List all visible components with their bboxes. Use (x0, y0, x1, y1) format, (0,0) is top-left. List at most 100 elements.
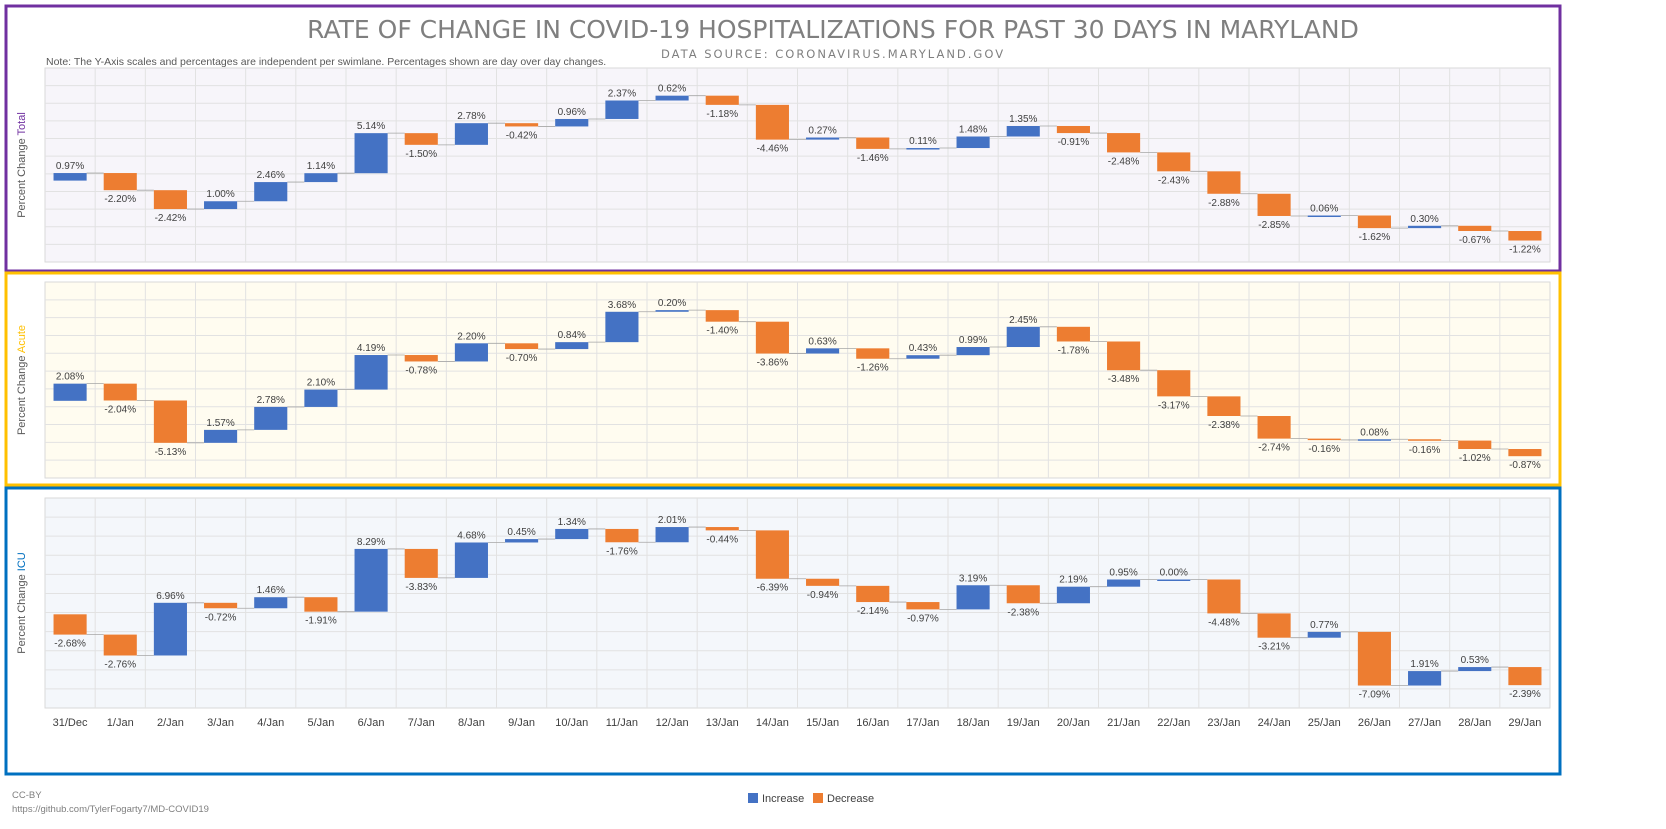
data-label: -0.87% (1509, 460, 1541, 471)
data-label: 0.00% (1160, 567, 1188, 578)
data-label: 0.62% (658, 84, 686, 95)
increase-bar (906, 148, 940, 150)
x-tick-label: 24/Jan (1258, 717, 1291, 729)
decrease-bar (856, 585, 890, 603)
data-label: -3.17% (1158, 400, 1190, 411)
decrease-bar (1157, 370, 1191, 397)
data-label: -1.18% (706, 109, 738, 120)
data-label: 0.53% (1461, 655, 1489, 666)
data-label: 1.34% (558, 517, 586, 528)
decrease-bar (1508, 449, 1542, 457)
decrease-bar (856, 137, 890, 149)
data-label: 0.20% (658, 298, 686, 309)
x-tick-label: 28/Jan (1458, 717, 1491, 729)
x-tick-label: 25/Jan (1308, 717, 1341, 729)
data-label: 0.45% (507, 527, 535, 538)
increase-bar (655, 95, 689, 101)
data-label: -3.86% (757, 358, 789, 369)
x-tick-label: 6/Jan (358, 717, 385, 729)
decrease-bar (1508, 667, 1542, 686)
decrease-bar (505, 123, 539, 127)
x-tick-label: 14/Jan (756, 717, 789, 729)
data-label: 2.01% (658, 515, 686, 526)
increase-bar (655, 527, 689, 543)
x-tick-label: 15/Jan (806, 717, 839, 729)
x-axis: 31/Dec 1/Jan 2/Jan 3/Jan 4/Jan 5/Jan 6/Jan 7/Ja… (53, 717, 1542, 729)
data-label: 0.95% (1109, 567, 1137, 578)
legend-increase-swatch (748, 793, 758, 803)
increase-bar (956, 347, 990, 356)
decrease-bar (1157, 152, 1191, 172)
data-label: -2.68% (54, 639, 86, 650)
decrease-bar (1207, 396, 1241, 417)
increase-bar (53, 383, 87, 401)
increase-bar (1307, 215, 1341, 218)
data-label: 0.84% (558, 330, 586, 341)
data-label: 2.08% (56, 372, 84, 383)
x-tick-label: 21/Jan (1107, 717, 1140, 729)
increase-bar (555, 118, 589, 127)
x-tick-label: 10/Jan (555, 717, 588, 729)
decrease-bar (103, 173, 137, 191)
data-label: 1.14% (307, 161, 335, 172)
x-tick-label: 8/Jan (458, 717, 485, 729)
increase-bar (454, 123, 488, 145)
increase-bar (204, 429, 238, 443)
data-label: -3.48% (1108, 374, 1140, 385)
increase-bar (1408, 225, 1442, 229)
data-label: -0.16% (1308, 444, 1340, 455)
swimlane-icu: Percent Change ICU -2.68% -2.76% 6.96% -0.72… (4, 486, 1562, 776)
data-label: 2.20% (457, 331, 485, 342)
data-label: 0.27% (808, 126, 836, 137)
chart-note: Note: The Y-Axis scales and percentages … (46, 56, 606, 68)
data-label: 0.77% (1310, 620, 1338, 631)
x-tick-label: 22/Jan (1157, 717, 1190, 729)
data-label: -1.62% (1359, 232, 1391, 243)
decrease-bar (1056, 125, 1090, 134)
decrease-bar (705, 527, 739, 531)
decrease-bar (1307, 438, 1341, 441)
data-label: 0.43% (909, 343, 937, 354)
chart-subtitle: DATA SOURCE: CORONAVIRUS.MARYLAND.GOV (661, 47, 1005, 61)
decrease-bar (1107, 133, 1141, 153)
data-label: 2.10% (307, 378, 335, 389)
increase-bar (1458, 667, 1492, 672)
decrease-bar (1207, 171, 1241, 194)
data-label: -0.97% (907, 613, 939, 624)
increase-bar (1006, 326, 1040, 348)
x-tick-label: 20/Jan (1057, 717, 1090, 729)
decrease-bar (605, 528, 639, 543)
x-tick-label: 31/Dec (53, 717, 88, 729)
decrease-bar (755, 530, 789, 579)
decrease-bar (204, 602, 238, 609)
increase-bar (806, 137, 840, 140)
decrease-bar (856, 348, 890, 359)
data-label: 0.11% (909, 136, 937, 147)
data-label: -2.85% (1258, 220, 1290, 231)
data-label: -1.26% (857, 363, 889, 374)
data-label: 0.96% (558, 107, 586, 118)
increase-bar (304, 173, 338, 183)
data-label: 6.96% (156, 591, 184, 602)
data-label: -2.76% (104, 659, 136, 670)
x-tick-label: 18/Jan (957, 717, 990, 729)
data-label: 1.46% (257, 585, 285, 596)
decrease-bar (505, 343, 539, 350)
data-label: -2.42% (155, 213, 187, 224)
y-axis-label: Percent Change Total (16, 112, 28, 218)
increase-bar (806, 348, 840, 354)
data-label: 3.19% (959, 573, 987, 584)
increase-bar (53, 173, 87, 181)
data-label: -3.21% (1258, 642, 1290, 653)
data-label: -4.46% (757, 144, 789, 155)
decrease-bar (1257, 416, 1291, 439)
data-label: -1.76% (606, 546, 638, 557)
decrease-bar (906, 602, 940, 610)
decrease-bar (1257, 613, 1291, 638)
increase-bar (555, 528, 589, 540)
decrease-bar (103, 634, 137, 656)
x-tick-label: 7/Jan (408, 717, 435, 729)
x-tick-label: 5/Jan (307, 717, 334, 729)
data-label: 0.08% (1360, 427, 1388, 438)
